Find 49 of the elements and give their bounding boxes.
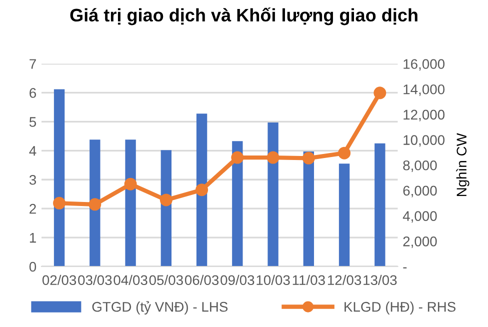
y2-tick-label: 8,000 [403,160,437,172]
x-tick-label: 09/03 [220,274,254,286]
bar [90,140,100,267]
point [124,178,137,190]
x-tick-label: 13/03 [364,274,397,286]
y-tick-label: 3 [29,174,36,185]
y2-tick-label: 12,000 [404,110,445,122]
y2-tick-label: 2,000 [403,236,437,248]
bar [196,114,208,267]
legend-label: GTGD (tỷ VNĐ) - LHS [92,301,228,314]
y2-tick-label: - [403,267,407,268]
point [302,152,315,164]
bar [232,141,243,267]
y2-axis-title: Nghìn CW [456,133,470,196]
x-tick-label: 10/03 [256,274,290,286]
point [53,196,66,210]
point [231,151,244,164]
x-tick-label: 04/03 [114,274,148,286]
point [266,151,280,164]
y-tick-label: 4 [29,146,36,156]
point [88,198,102,211]
y-tick-label: 2 [30,204,36,214]
point [374,86,386,100]
y2-tick-label: 16,000 [404,59,445,71]
x-tick-label: 06/03 [184,274,219,286]
x-tick-label: 11/03 [292,274,325,286]
point [338,146,351,160]
y2-tick-label: 10,000 [404,135,445,147]
legend-label: KLGD (HĐ) - RHS [344,302,456,314]
bar [54,89,65,267]
x-tick-label: 03/03 [78,274,112,286]
x-tick-label: 05/03 [149,274,183,286]
bar [268,122,278,267]
x-tick-label: 02/03 [42,274,76,286]
y-tick-label: 6 [30,88,36,98]
y2-tick-label: 4,000 [402,211,437,223]
y2-tick-label: 14,000 [404,84,445,96]
bar [125,140,136,267]
y-tick-label: 0 [29,262,36,272]
y-tick-label: 1 [30,233,36,243]
bar [374,143,386,267]
y2-tick-label: 6,000 [403,186,437,198]
x-tick-label: 12/03 [328,274,362,286]
chart-title: Giá trị giao dịch và Khối lượng giao dịch [70,8,418,26]
bar [338,164,350,267]
point [160,194,172,206]
point [196,184,208,196]
y-tick-label: 5 [29,117,36,127]
y-tick-label: 7 [30,59,36,69]
